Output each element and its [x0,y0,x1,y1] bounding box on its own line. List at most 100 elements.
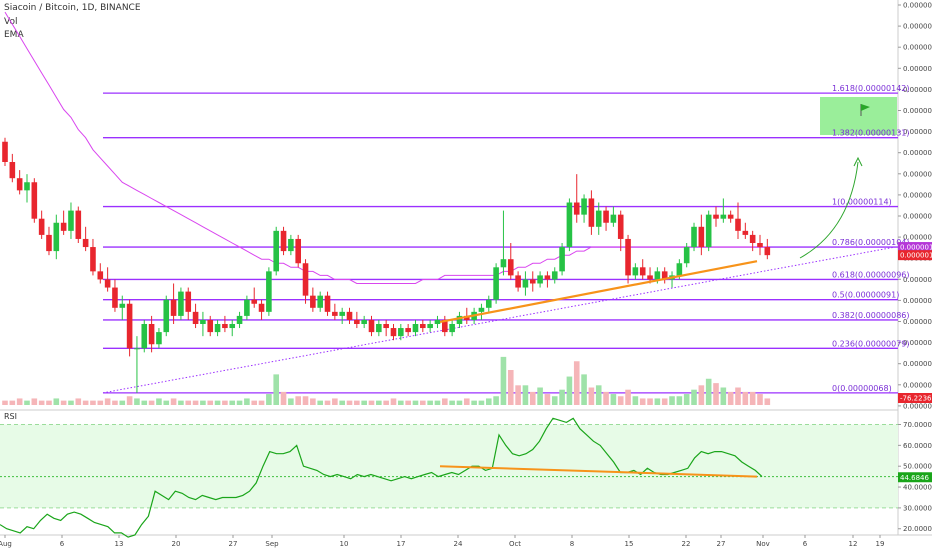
candle-body [317,295,323,308]
volume-bar [163,400,170,405]
volume-bar [354,400,360,405]
volume-bar [134,398,140,405]
candle-body [266,271,272,312]
candle-body [507,259,514,276]
candle-body [632,267,639,276]
volume-bar [749,391,756,405]
volume-bar [376,400,382,405]
candle-body [134,348,140,350]
candle-body [185,291,192,312]
candle-body [46,234,52,252]
candle-body [390,328,397,337]
volume-bar [742,391,749,405]
volume-bar [126,396,133,405]
candle-body [207,319,214,333]
volume-bar [68,400,74,405]
volume-bar [60,400,67,405]
volume-bar [97,400,104,405]
volume-bar [273,374,280,405]
volume-bar [24,400,30,405]
candle-body [75,210,82,239]
volume-bar [735,387,741,405]
candle-body [493,267,499,300]
candle-body [544,275,551,280]
candle-body [104,279,111,288]
candle-body [566,202,573,248]
fib-level-label: 0.382(0.00000086) [832,311,910,320]
candle-body [288,238,294,252]
candle-body [214,324,221,333]
candle-body [9,162,16,179]
volume-bar [544,394,551,405]
volume-bar [258,400,265,405]
rsi-tick-label: 50.0000 [903,463,932,471]
candle-body [610,214,617,223]
volume-bar [507,370,514,405]
candle-body [500,259,507,268]
volume-bar [339,400,345,405]
volume-bar [617,396,624,405]
volume-bar [529,391,536,405]
ema-price-tag: 0.00000104 [900,244,932,252]
volume-bar [46,400,52,405]
price-tick-label: 0.00000135 [903,128,932,136]
volume-bar [280,391,287,405]
time-tick-label: 10 [340,540,349,548]
candle-body [529,279,536,284]
volume-bar [683,394,690,405]
time-tick-label: 22 [682,540,691,548]
rsi-indicator-label[interactable]: RSI [4,412,17,421]
fib-level-label: 1.382(0.00000131) [832,129,910,138]
candle-body [376,324,382,333]
volume-bar [581,374,587,405]
volume-bar [38,400,45,405]
candle-body [273,230,280,272]
volume-bar [551,396,558,405]
volume-bar [398,400,404,405]
candle-body [515,275,521,288]
candle-body [60,222,67,231]
time-tick-label: Aug [0,540,12,548]
candle-body [691,226,697,248]
volume-bar [332,398,338,405]
candle-body [295,238,301,264]
volume-bar [485,398,492,405]
candle-body [324,295,331,312]
rsi-tick-label: 40.0000 [903,484,932,492]
candle-body [302,263,309,296]
volume-bar [156,398,162,405]
volume-bar [317,400,323,405]
support-trendline-dotted [102,246,896,394]
price-tick-label: 0.00000155 [903,44,932,52]
ema-line [4,11,768,284]
volume-bar [603,391,609,405]
volume-bar [537,387,543,405]
volume-bar [595,385,602,405]
fib-level-label: 1.618(0.00000142) [832,84,910,93]
chart-title: Siacoin / Bitcoin, 1D, BINANCE [4,3,141,13]
ema-indicator-label[interactable]: EMA [4,30,24,40]
candle-body [310,295,316,308]
volume-bar [368,400,375,405]
volume-bar [302,396,309,405]
time-tick-label: 15 [625,540,634,548]
candle-body [559,247,565,272]
candle-body [434,319,441,324]
volume-bar [346,400,353,405]
rsi-tick-label: 70.0000 [903,421,932,429]
candle-body [405,328,411,333]
price-tick-label: 0.00000071 [903,381,932,389]
candle-body [654,271,661,280]
candle-body [148,324,155,345]
candle-body [229,324,236,329]
candle-body [720,214,727,219]
volume-bar [757,394,763,405]
candle-body [442,319,448,333]
volume-bar [661,398,668,405]
price-tick-label: 0.00000150 [903,65,932,73]
volume-bar [639,398,646,405]
volume-bar [266,394,272,405]
time-tick-label: 20 [172,540,181,548]
volume-bar [170,398,177,405]
